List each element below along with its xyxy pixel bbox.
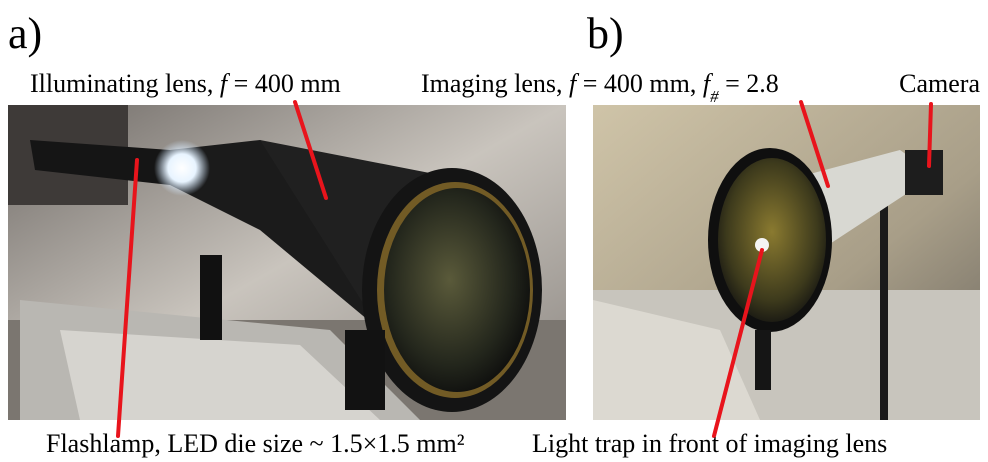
annotation-part: Flashlamp, LED die size ~ 1.5×1.5 mm² [46,429,465,458]
annotation: Illuminating lens, f = 400 mm [30,69,341,98]
annotation-part: Illuminating lens, [30,69,220,98]
annotation: Light trap in front of imaging lens [532,429,887,458]
annotation-part: Camera [899,69,980,98]
annotation: Camera [899,69,980,98]
annotation: Imaging lens, f = 400 mm, f# = 2.8 [421,69,779,106]
panel-label: b) [587,9,624,58]
annotation-part: = 400 mm, [576,69,703,98]
leader-line [929,104,931,166]
panel-label: a) [8,9,42,58]
figure: a) b) Illuminating lens, f = 400 mm Flas… [0,0,988,462]
annotation-part: Light trap in front of imaging lens [532,429,887,458]
photo-b [593,105,980,420]
annotation-part: = 2.8 [719,69,779,98]
photo-a [8,105,566,420]
annotation: Flashlamp, LED die size ~ 1.5×1.5 mm² [46,429,465,458]
annotation-part: Imaging lens, [421,69,569,98]
annotation-part: = 400 mm [227,69,341,98]
